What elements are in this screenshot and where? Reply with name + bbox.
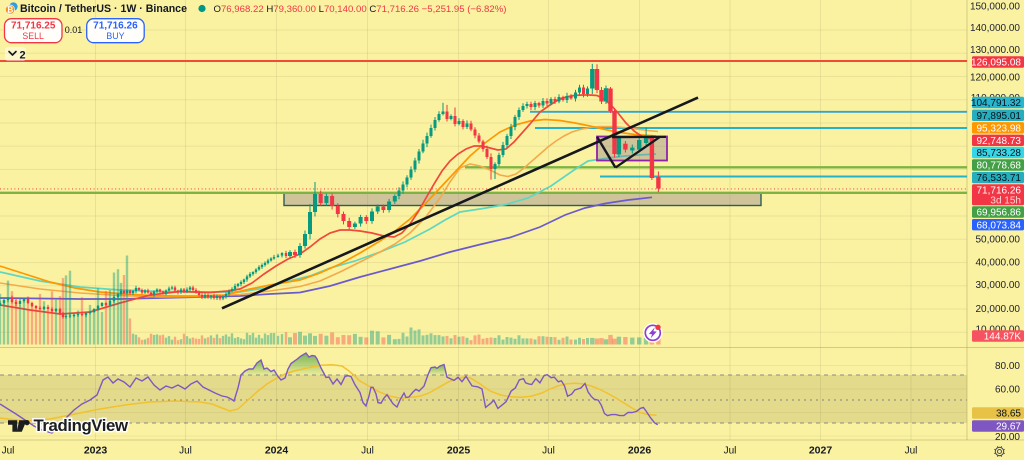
svg-text:68,073.84: 68,073.84 xyxy=(977,220,1022,231)
svg-text:126,095.08: 126,095.08 xyxy=(971,58,1021,69)
svg-text:85,733.28: 85,733.28 xyxy=(977,148,1022,159)
svg-text:Jul: Jul xyxy=(905,446,918,457)
svg-text:71,716.26: 71,716.26 xyxy=(93,21,138,32)
svg-text:40,000.00: 40,000.00 xyxy=(976,258,1021,269)
svg-text:3d 15h: 3d 15h xyxy=(990,196,1021,207)
svg-text:10,000.00: 10,000.00 xyxy=(976,325,1021,336)
svg-text:69,956.86: 69,956.86 xyxy=(977,208,1022,219)
svg-text:80,778.68: 80,778.68 xyxy=(977,161,1022,172)
svg-text:Jul: Jul xyxy=(361,446,374,457)
svg-text:TradingView: TradingView xyxy=(34,416,129,435)
svg-text:130,000.00: 130,000.00 xyxy=(970,45,1020,56)
svg-text:144.87K: 144.87K xyxy=(984,332,1022,343)
svg-text:50,000.00: 50,000.00 xyxy=(976,235,1021,246)
svg-text:O76,968.22 H79,360.00 L70,140.: O76,968.22 H79,360.00 L70,140.00 C71,716… xyxy=(214,4,507,15)
svg-text:97,895.01: 97,895.01 xyxy=(977,111,1022,122)
svg-text:Jul: Jul xyxy=(2,446,15,457)
svg-text:140,000.00: 140,000.00 xyxy=(970,23,1020,34)
svg-text:Jul: Jul xyxy=(179,446,192,457)
svg-text:120,000.00: 120,000.00 xyxy=(970,73,1020,84)
svg-text:60.00: 60.00 xyxy=(995,385,1020,396)
svg-text:SELL: SELL xyxy=(22,31,44,41)
svg-text:29.67: 29.67 xyxy=(996,422,1021,433)
svg-text:2025: 2025 xyxy=(447,445,471,457)
svg-text:92,748.73: 92,748.73 xyxy=(977,136,1022,147)
svg-text:Jul: Jul xyxy=(724,446,737,457)
svg-text:104,791.32: 104,791.32 xyxy=(971,98,1021,109)
svg-text:Bitcoin / TetherUS · 1W · Bina: Bitcoin / TetherUS · 1W · Binance xyxy=(20,3,187,15)
svg-text:2024: 2024 xyxy=(265,445,289,457)
svg-text:₿: ₿ xyxy=(7,6,14,15)
svg-text:30,000.00: 30,000.00 xyxy=(976,280,1021,291)
svg-text:38.65: 38.65 xyxy=(996,409,1021,420)
svg-text:2023: 2023 xyxy=(84,445,108,457)
svg-text:2: 2 xyxy=(20,50,26,62)
svg-text:76,533.71: 76,533.71 xyxy=(977,173,1022,184)
svg-text:BUY: BUY xyxy=(106,31,124,41)
svg-text:150,000.00: 150,000.00 xyxy=(970,2,1020,13)
svg-text:71,716.25: 71,716.25 xyxy=(11,21,56,32)
svg-text:20.00: 20.00 xyxy=(995,432,1020,443)
svg-text:20,000.00: 20,000.00 xyxy=(976,304,1021,315)
svg-text:95,323.98: 95,323.98 xyxy=(977,123,1022,134)
svg-text:71,716.26: 71,716.26 xyxy=(977,185,1022,196)
svg-text:2026: 2026 xyxy=(628,445,652,457)
svg-text:Jul: Jul xyxy=(542,446,555,457)
svg-text:2027: 2027 xyxy=(809,445,833,457)
svg-text:80.00: 80.00 xyxy=(995,361,1020,372)
svg-text:0.01: 0.01 xyxy=(65,25,83,35)
